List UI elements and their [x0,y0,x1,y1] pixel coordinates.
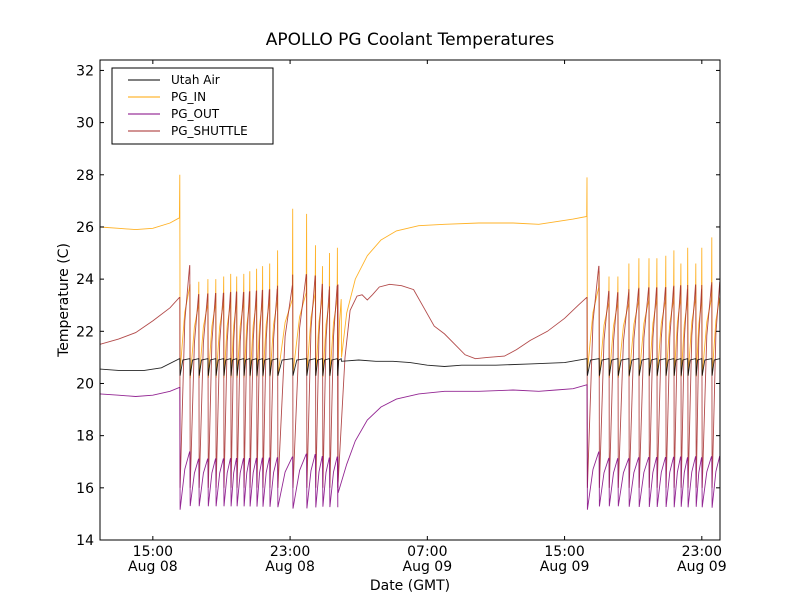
x-tick-label-date: Aug 09 [540,559,590,575]
x-axis-label: Date (GMT) [370,578,450,594]
x-tick-label-date: Aug 09 [403,559,453,575]
legend: Utah Air PG_IN PG_OUT PG_SHUTTLE [111,67,274,145]
y-tick-label: 30 [76,116,94,132]
y-tick-label: 20 [76,376,94,392]
x-tick-label-time: 15:00 [133,544,173,560]
legend-label: PG_IN [171,90,206,104]
x-tick-label-time: 23:00 [270,544,310,560]
y-tick-label: 32 [76,63,94,79]
plot-area [100,174,720,510]
plot-frame [99,59,721,541]
chart-title: APOLLO PG Coolant Temperatures [266,30,555,50]
legend-label: PG_SHUTTLE [171,124,248,138]
x-tick-label-date: Aug 08 [265,559,315,575]
y-tick-label: 16 [76,481,94,497]
y-tick-label: 24 [76,272,94,288]
x-tick-label-time: 07:00 [407,544,447,560]
y-tick-label: 26 [76,220,94,236]
x-tick-label-date: Aug 08 [128,559,178,575]
y-axis-label: Temperature (C) [56,243,72,358]
y-tick-label: 18 [76,429,94,445]
y-tick-label: 14 [76,533,94,549]
legend-label: Utah Air [171,73,220,87]
series-line-utah-air [100,357,720,376]
x-tick-label-time: 15:00 [544,544,584,560]
y-tick-label: 28 [76,168,94,184]
y-axis: 14 16 18 20 22 24 26 28 30 32 [76,63,720,549]
x-tick-label-time: 23:00 [682,544,722,560]
x-tick-label-date: Aug 09 [677,559,727,575]
y-tick-label: 22 [76,324,94,340]
series-line-pg-shuttle [100,265,720,488]
legend-label: PG_OUT [171,107,220,121]
series-line-pg-out [100,384,720,510]
